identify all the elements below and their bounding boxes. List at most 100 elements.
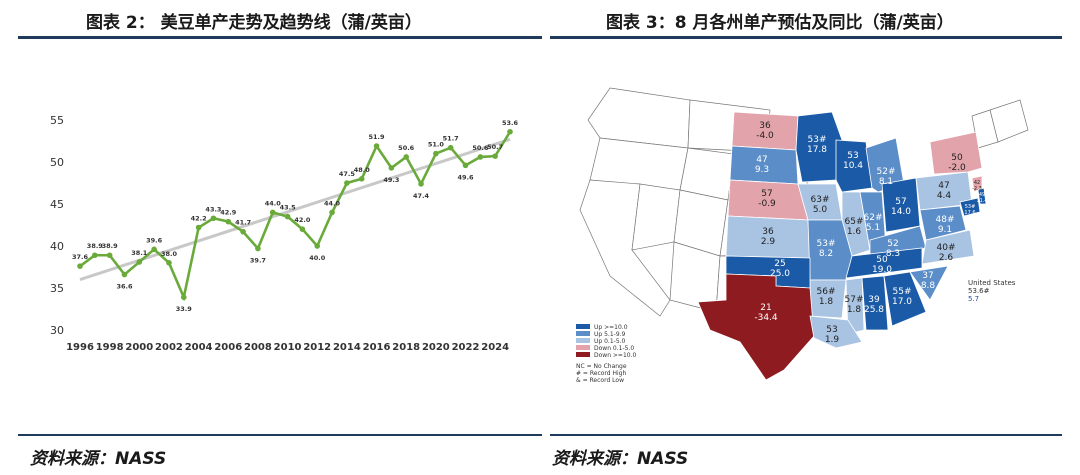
- data-point: [507, 128, 513, 135]
- data-point: [225, 218, 232, 225]
- state-mississippi: [845, 277, 865, 335]
- state-change-north-dakota: -4.0: [756, 131, 774, 141]
- legend-label: Up 0.1-5.0: [594, 338, 626, 345]
- data-point: [121, 271, 128, 278]
- state-change-arkansas: 1.8: [819, 297, 834, 307]
- data-label: 38.0: [161, 250, 178, 258]
- data-point: [314, 243, 321, 249]
- state-yield-mississippi: 57#: [845, 295, 864, 305]
- state-south-carolina: [909, 265, 949, 301]
- y-tick-label: 55: [50, 114, 64, 127]
- data-points: [77, 128, 513, 301]
- state-yield-delaware: 49: [979, 192, 985, 198]
- data-label: 38.9: [102, 242, 119, 250]
- state-change-ohio: 14.0: [891, 207, 911, 217]
- data-point: [180, 294, 187, 301]
- state-yield-pennsylvania: 47: [938, 181, 949, 191]
- state-yield-illinois: 65#: [845, 217, 864, 227]
- y-tick-label: 35: [50, 282, 64, 295]
- x-tick-label: 2006: [214, 342, 242, 353]
- state-change-louisiana: 1.9: [825, 335, 840, 345]
- x-tick-label: 2004: [185, 342, 213, 353]
- data-label: 43.3: [205, 205, 221, 213]
- data-point: [269, 209, 276, 216]
- data-label: 53.6: [502, 119, 519, 127]
- state-yield-wisconsin: 53: [847, 151, 858, 161]
- state-tennessee: [845, 247, 923, 279]
- state-change-illinois: 1.6: [847, 227, 862, 237]
- data-point: [358, 176, 365, 182]
- state-yield-texas: 21: [760, 303, 771, 313]
- x-tick-label: 2016: [363, 342, 391, 353]
- data-label: 50.6: [398, 144, 415, 152]
- state-yield-kentucky: 52: [887, 239, 898, 249]
- state-change-tennessee: 19.0: [872, 265, 892, 275]
- state-change-kentucky: 8.3: [886, 249, 900, 259]
- state-change-pennsylvania: 4.4: [937, 191, 952, 201]
- data-point: [462, 162, 469, 169]
- x-tick-label: 2008: [244, 342, 272, 353]
- data-point: [299, 226, 306, 232]
- x-tick-label: 1996: [66, 342, 94, 353]
- state-georgia: [883, 271, 927, 327]
- data-label: 50.7: [487, 143, 503, 151]
- state-yield-minnesota: 53#: [808, 135, 827, 145]
- data-label: 38.1: [131, 249, 148, 257]
- x-tick-label: 2024: [481, 342, 509, 353]
- x-tick-label: 2000: [125, 342, 153, 353]
- data-point: [240, 228, 246, 235]
- data-point: [136, 259, 143, 265]
- national-change: 5.7: [968, 295, 979, 303]
- legend-label: Down 0.1-5.0: [594, 345, 634, 352]
- state-yield-ohio: 57: [895, 197, 906, 207]
- data-label: 38.9: [87, 242, 104, 250]
- data-label: 41.7: [235, 219, 251, 227]
- data-label: 42.0: [294, 216, 311, 224]
- legend-note: & = Record Low: [576, 377, 624, 384]
- legend-swatch: [576, 338, 590, 343]
- state-new-york: [929, 131, 983, 175]
- data-point: [151, 246, 157, 253]
- state-yield-north-carolina: 40#: [937, 243, 956, 253]
- data-label: 40.0: [309, 254, 326, 262]
- state-yield-north-dakota: 36: [759, 121, 771, 131]
- x-tick-label: 2012: [303, 342, 331, 353]
- x-tick-label: 2022: [452, 342, 480, 353]
- data-point: [388, 165, 395, 171]
- state-change-new-jersey: -2.3: [972, 186, 982, 192]
- y-tick-label: 30: [50, 324, 64, 337]
- data-point: [433, 150, 439, 157]
- state-alabama: [861, 275, 889, 331]
- y-tick-label: 45: [50, 198, 64, 211]
- data-label: 49.3: [383, 176, 399, 184]
- data-point: [106, 252, 113, 259]
- state-yield-georgia: 55#: [893, 287, 912, 297]
- data-point: [373, 143, 380, 149]
- national-summary: United States 53.6# 5.7: [968, 279, 1016, 303]
- x-tick-label: 2010: [274, 342, 302, 353]
- legend-note: # = Record High: [576, 370, 626, 377]
- data-label: 42.9: [220, 209, 237, 217]
- state-change-oklahoma: 25.0: [770, 269, 790, 279]
- data-label: 43.5: [280, 204, 297, 212]
- state-yield-michigan: 52#: [877, 167, 896, 177]
- state-change-maryland: 17.6: [964, 210, 975, 216]
- state-change-texas: -34.4: [754, 313, 778, 323]
- y-tick-label: 50: [50, 156, 64, 169]
- state-change-south-dakota: 9.3: [755, 165, 769, 175]
- data-point: [477, 154, 484, 160]
- data-label: 51.9: [369, 133, 386, 141]
- data-point: [329, 209, 335, 216]
- state-yield-louisiana: 53: [826, 325, 837, 335]
- state-change-north-carolina: 2.6: [939, 253, 954, 263]
- data-label: 37.6: [72, 253, 89, 261]
- state-louisiana: [809, 315, 863, 349]
- legend-swatch: [576, 331, 590, 336]
- data-label: 50.6: [472, 144, 489, 152]
- data-label: 51.7: [443, 135, 459, 143]
- left-source-note: 资料来源：NASS: [30, 449, 167, 469]
- state-change-virginia: 9.1: [938, 225, 952, 235]
- national-label: United States: [968, 279, 1016, 287]
